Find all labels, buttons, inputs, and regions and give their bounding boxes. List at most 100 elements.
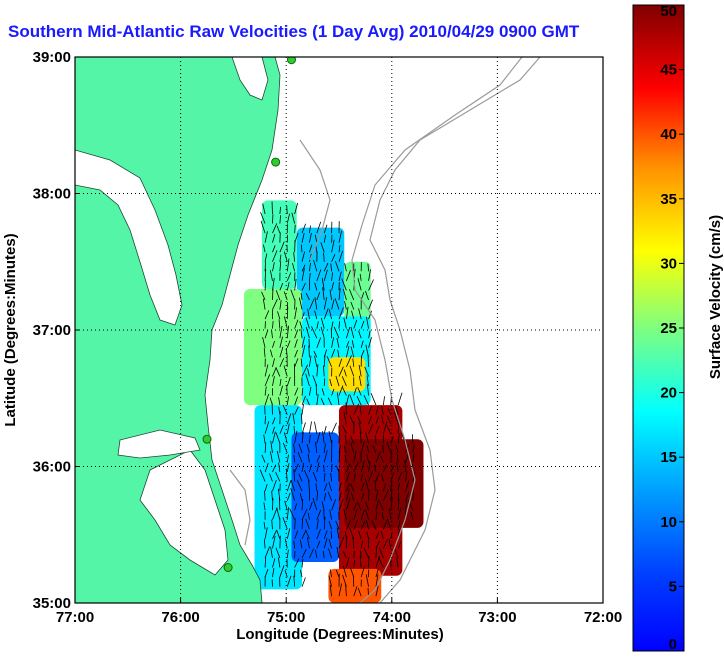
velocity-arrow (286, 575, 292, 587)
velocity-arrow (294, 430, 298, 444)
delaware-bay (231, 57, 269, 101)
velocity-arrow (338, 498, 344, 511)
velocity-arrow (346, 345, 350, 358)
velocity-arrow (365, 574, 369, 587)
velocity-arrow (412, 453, 415, 463)
velocity-arrow (368, 416, 372, 425)
velocity-arrow (312, 471, 318, 482)
velocity-arrow (338, 358, 343, 367)
velocity-arrow (301, 462, 305, 473)
velocity-arrow (349, 415, 355, 425)
velocity-arrow (322, 431, 325, 444)
velocity-arrow (264, 483, 268, 492)
velocity-arrow (315, 483, 318, 492)
velocity-arrow (275, 290, 281, 301)
velocity-arrow (272, 250, 278, 262)
velocity-arrow (358, 308, 362, 320)
velocity-arrow (358, 330, 362, 339)
velocity-arrow (299, 321, 303, 329)
velocity-arrow (291, 212, 296, 224)
velocity-arrow (278, 462, 281, 473)
velocity-arrow (378, 498, 384, 511)
velocity-arrow (320, 242, 325, 253)
speed-cell (261, 200, 297, 290)
velocity-arrow (278, 488, 281, 501)
velocity-arrow (329, 569, 333, 578)
velocity-arrow (359, 273, 362, 281)
velocity-arrow (360, 350, 365, 358)
velocity-arrow (300, 328, 303, 339)
velocity-arrow (312, 375, 318, 387)
speed-cell (328, 357, 366, 392)
velocity-arrow (275, 547, 281, 559)
velocity-arrow (350, 326, 355, 339)
velocity-arrow (309, 386, 312, 396)
velocity-arrow (264, 364, 269, 377)
velocity-arrow (338, 271, 342, 281)
velocity-arrow (381, 405, 384, 415)
velocity-arrow (342, 574, 347, 587)
velocity-arrow (349, 527, 355, 539)
velocity-arrow (314, 421, 318, 434)
velocity-arrow (367, 588, 369, 597)
velocity-arrow (316, 519, 319, 530)
velocity-arrow (386, 425, 392, 434)
velocity-arrow (323, 297, 328, 310)
x-axis-ticks: 77:00 76:00 75:00 74:00 73:00 72:00 (56, 598, 622, 626)
velocity-arrow (286, 306, 289, 320)
velocity-arrow (368, 330, 371, 339)
velocity-arrow (390, 450, 392, 463)
velocity-arrow (360, 520, 366, 530)
velocity-arrow (294, 329, 299, 339)
velocity-arrow (395, 445, 399, 453)
velocity-arrow (298, 297, 303, 310)
velocity-arrow (366, 316, 369, 329)
velocity-arrow (342, 565, 347, 578)
velocity-arrow (331, 272, 333, 281)
velocity-arrow (411, 434, 414, 444)
velocity-arrow (343, 317, 347, 329)
velocity-arrow (329, 509, 333, 520)
velocity-arrow (382, 539, 388, 549)
velocity-arrow (349, 394, 355, 406)
velocity-arrow (331, 499, 337, 511)
radar-station-marker (202, 434, 212, 444)
velocity-arrow (394, 549, 399, 559)
velocity-arrow (272, 535, 276, 549)
velocity-arrow (350, 436, 355, 444)
velocity-arrow (368, 310, 372, 320)
velocity-arrow (397, 520, 401, 530)
velocity-arrow (284, 538, 288, 549)
velocity-arrow (382, 396, 385, 406)
velocity-arrow (360, 340, 364, 348)
velocity-arrow (351, 310, 355, 320)
velocity-arrow (301, 364, 308, 377)
velocity-arrow (389, 508, 392, 520)
velocity-arrow (306, 537, 310, 549)
velocity-arrow (331, 239, 335, 253)
velocity-arrow (279, 346, 284, 358)
velocity-arrow (305, 530, 310, 540)
velocity-arrow (375, 511, 378, 520)
velocity-arrow (387, 518, 392, 530)
velocity-arrow (294, 396, 299, 406)
velocity-arrow (272, 558, 276, 568)
velocity-arrow (396, 557, 399, 568)
velocity-arrow (360, 292, 365, 301)
velocity-arrow (284, 316, 288, 329)
velocity-arrow (294, 518, 296, 530)
velocity-arrow (278, 557, 281, 568)
velocity-arrow (286, 528, 291, 539)
velocity-arrow (321, 501, 325, 511)
velocity-arrow (309, 232, 312, 243)
velocity-arrow (293, 425, 296, 434)
velocity-arrow (316, 455, 321, 463)
velocity-arrow (335, 375, 340, 387)
velocity-arrow (316, 221, 322, 234)
velocity-arrow (263, 434, 266, 444)
velocity-arrow (316, 509, 322, 520)
bathymetry-contours (229, 57, 541, 603)
velocity-arrow (344, 455, 347, 463)
velocity-arrow (298, 473, 303, 482)
velocity-arrow (322, 287, 325, 301)
